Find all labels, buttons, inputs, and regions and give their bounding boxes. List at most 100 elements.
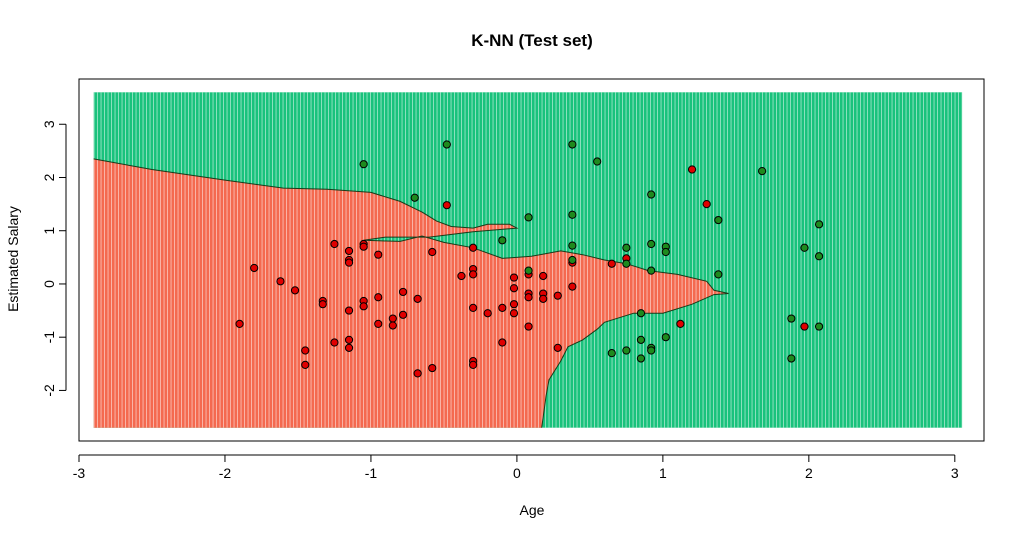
y-tick-label: -2 [41,384,57,397]
point-class-1 [524,266,533,275]
point-class-1 [714,215,723,225]
point-class-1 [359,160,368,169]
point-class-1 [787,354,796,363]
point-class-1 [647,239,656,249]
point-class-0 [509,300,519,309]
point-class-1 [647,346,656,355]
point-class-1 [814,252,824,261]
point-class-0 [539,271,548,281]
y-axis-label: Estimated Salary [5,206,21,312]
point-class-0 [483,309,492,318]
point-class-0 [374,293,383,302]
point-class-0 [398,287,408,297]
test-set-points [235,140,824,378]
point-class-0 [388,321,397,330]
point-class-0 [344,335,354,344]
point-class-1 [814,322,824,331]
point-class-0 [318,300,327,309]
x-axis-label: Age [520,502,545,518]
point-class-1 [758,166,767,176]
point-class-0 [374,319,383,328]
point-class-1 [442,140,451,149]
point-class-0 [301,360,310,369]
point-class-1 [410,193,419,202]
point-class-0 [330,239,339,249]
point-class-0 [509,284,519,293]
x-tick-label: 3 [951,465,959,481]
point-class-0 [539,294,548,303]
x-tick-label: 1 [659,465,667,481]
point-class-0 [469,243,478,252]
point-class-0 [509,273,519,282]
point-class-1 [661,247,670,257]
x-tick-label: -2 [219,465,232,481]
point-class-0 [374,250,383,259]
y-tick-label: 0 [41,280,57,288]
region-grid-texture [93,92,963,428]
point-class-1 [800,243,809,252]
point-class-0 [388,314,397,323]
point-class-0 [428,247,437,257]
x-tick-label: -3 [73,465,86,481]
point-class-0 [330,338,339,347]
point-class-0 [524,322,533,331]
point-class-0 [457,271,466,281]
decision-region [93,92,963,428]
point-class-0 [442,201,451,210]
point-class-0 [469,270,478,279]
y-tick-label: -1 [41,331,57,344]
point-class-0 [344,246,354,256]
decision-boundary [93,158,729,428]
point-class-1 [636,335,646,344]
point-class-0 [702,200,711,209]
point-class-0 [524,293,533,302]
point-class-1 [607,349,616,358]
point-class-1 [647,190,656,199]
x-tick-label: 0 [513,465,521,481]
point-class-1 [568,210,577,219]
point-class-1 [661,333,670,342]
point-class-1 [636,309,646,318]
point-class-1 [568,241,577,250]
point-class-1 [622,243,631,252]
point-class-1 [622,259,631,268]
point-class-1 [568,255,577,265]
point-class-0 [290,286,300,295]
chart-title: K-NN (Test set) [471,31,593,50]
axes: -3 -2 -1 0 1 2 3 -2 -1 0 1 2 3 [41,78,985,481]
point-class-1 [787,314,796,323]
point-class-0 [509,309,519,318]
point-class-0 [359,302,368,311]
point-class-0 [498,338,507,347]
y-tick-label: 2 [41,173,57,181]
x-tick-label: 2 [805,465,813,481]
point-class-0 [553,291,562,300]
point-class-1 [568,140,577,149]
point-class-0 [359,242,368,251]
point-class-0 [469,360,478,369]
point-class-1 [636,354,646,363]
point-class-0 [276,277,285,286]
point-class-0 [676,319,685,328]
point-class-0 [413,294,422,303]
point-class-1 [593,157,602,166]
point-class-0 [469,303,478,313]
point-class-1 [524,213,533,222]
point-class-0 [413,369,422,378]
point-class-1 [498,236,507,245]
point-class-0 [344,258,354,267]
point-class-1 [647,266,656,275]
point-class-1 [622,346,631,355]
point-class-0 [498,303,507,313]
point-class-0 [428,363,437,373]
point-class-0 [250,263,259,273]
point-class-0 [344,343,354,352]
y-tick-label: 1 [41,227,57,235]
point-class-1 [814,220,824,229]
point-class-0 [607,259,616,268]
point-class-0 [568,282,577,291]
point-class-0 [553,343,562,352]
x-tick-label: -1 [365,465,378,481]
point-class-0 [301,346,310,355]
